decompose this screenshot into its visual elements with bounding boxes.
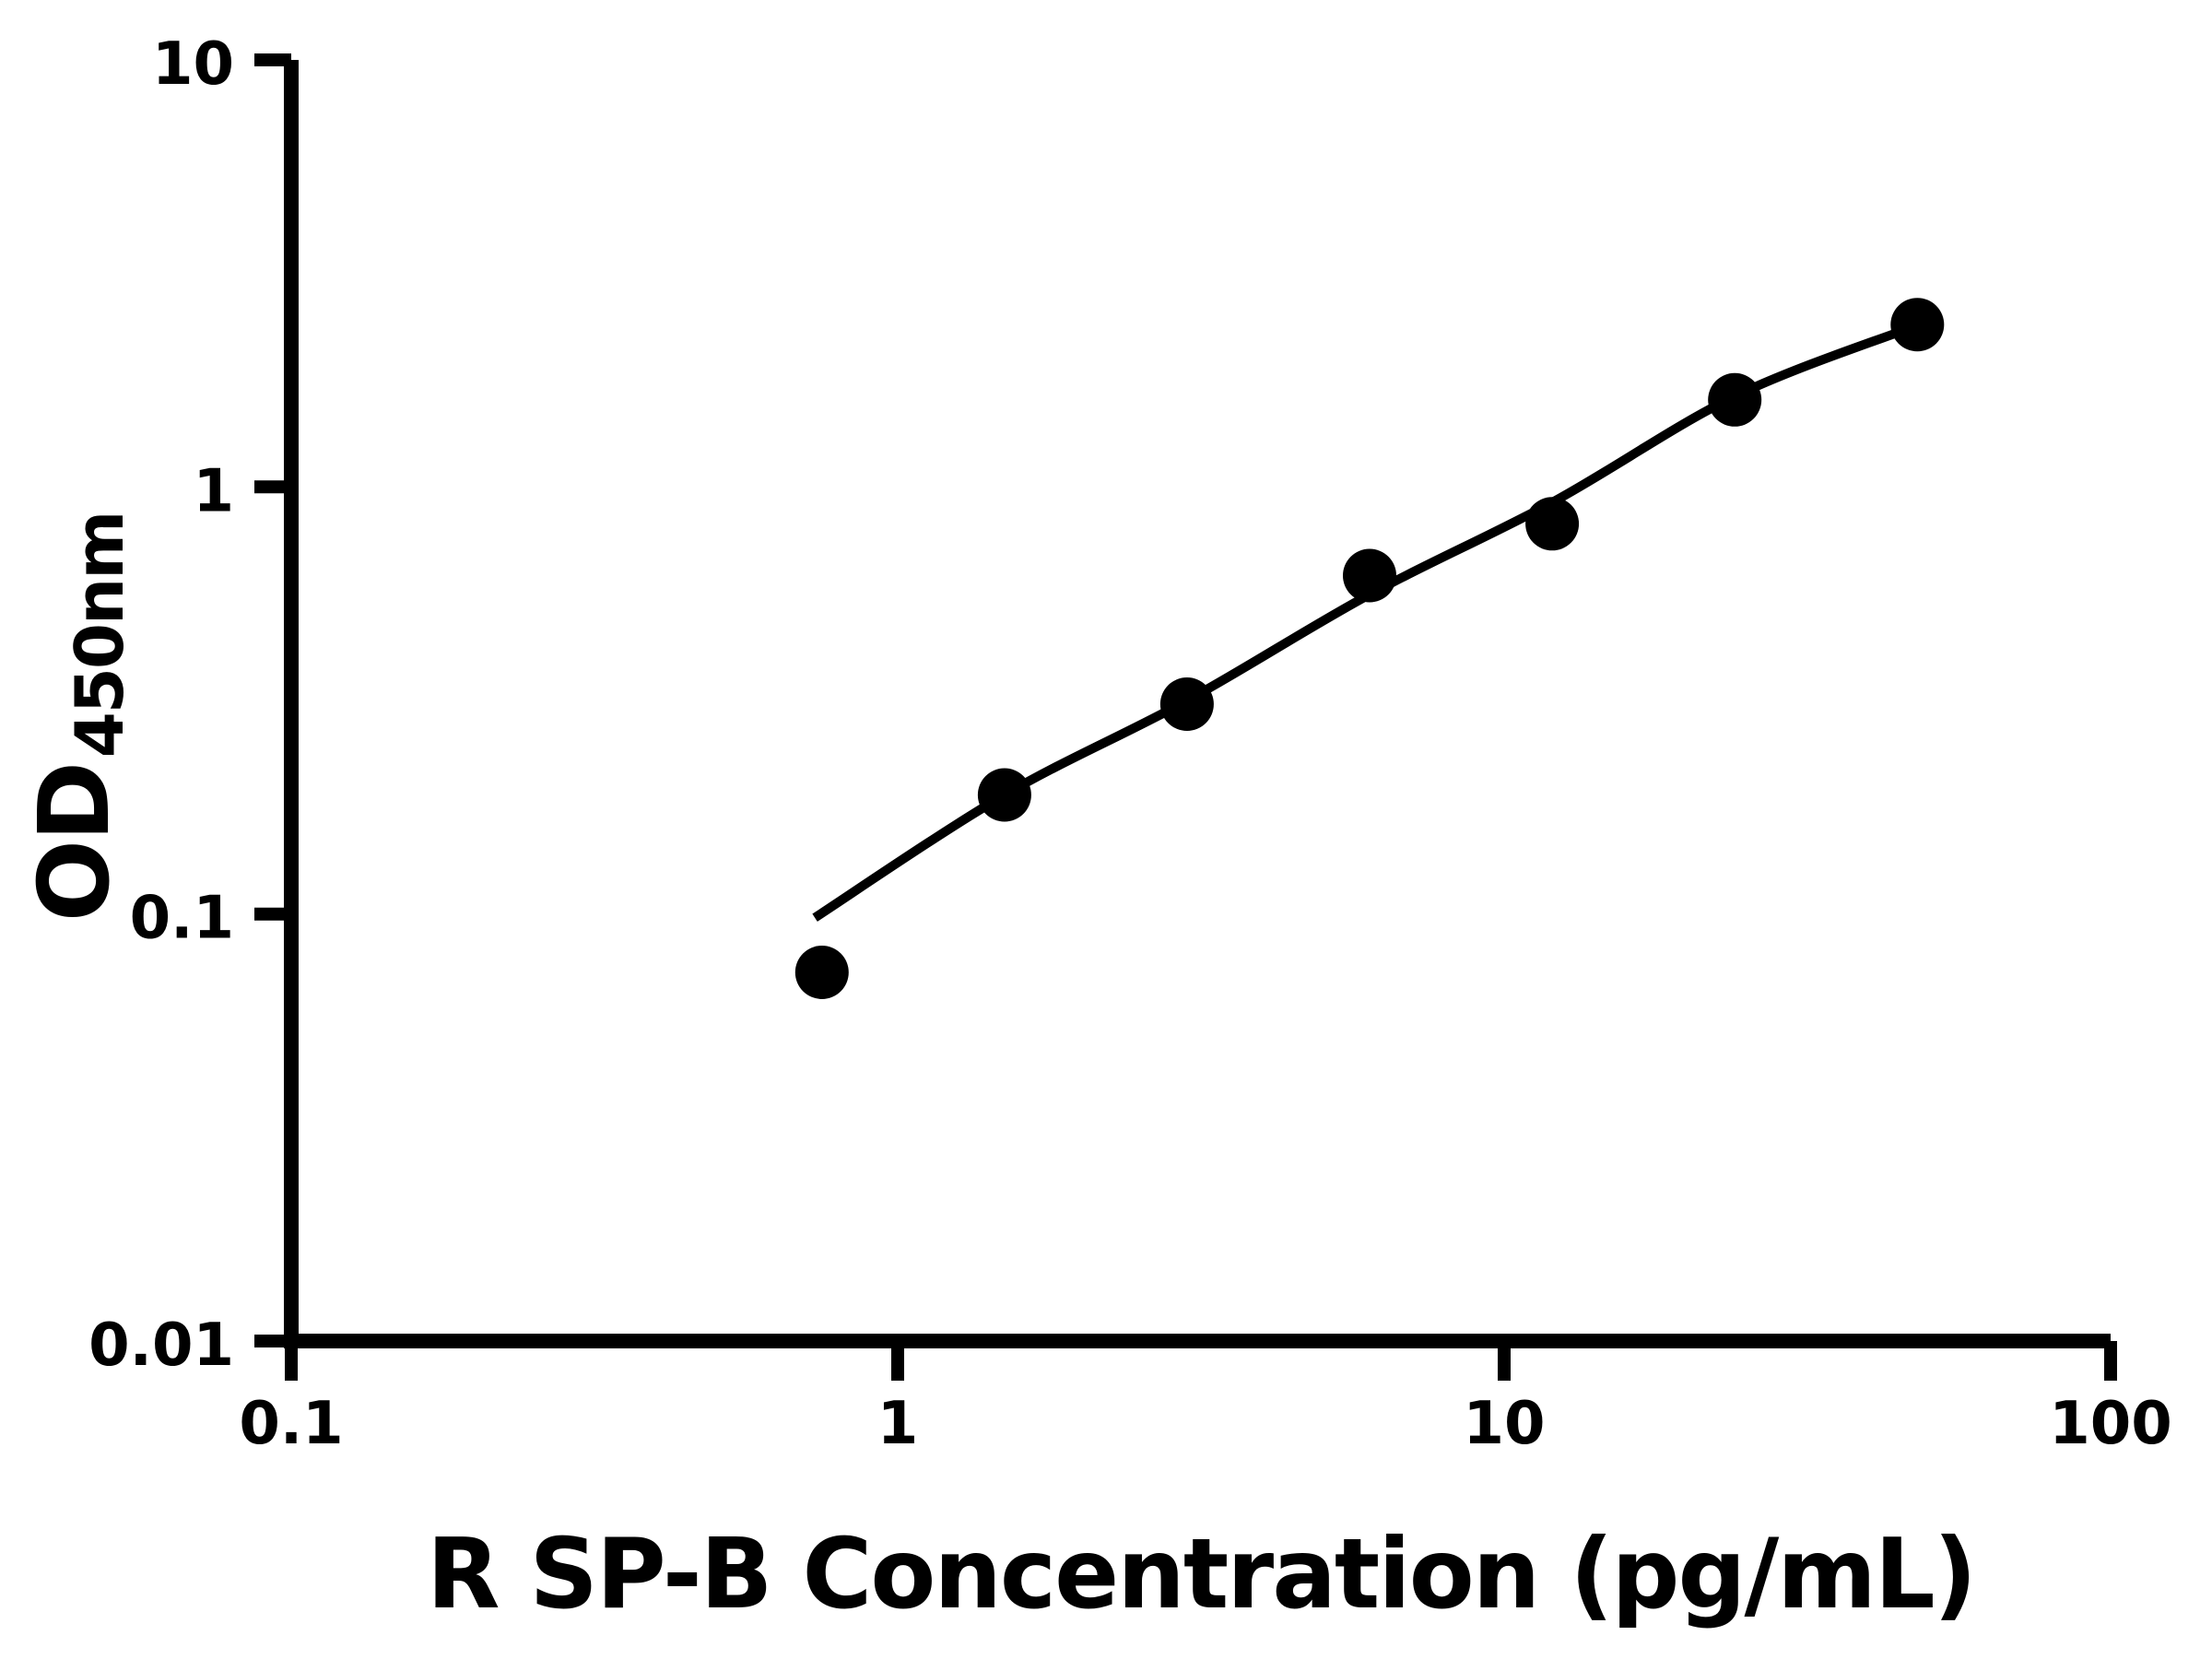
data-point	[1343, 548, 1396, 603]
data-point	[794, 946, 849, 999]
data-point	[1890, 298, 1945, 352]
x-tick-label: 100	[2049, 1390, 2172, 1458]
x-tick-label: 0.1	[239, 1390, 343, 1458]
y-tick-label: 0.1	[130, 885, 234, 953]
y-axis-title: OD 450nm	[18, 512, 138, 923]
x-axis-title: R SP-B Concentration (pg/mL)	[427, 1518, 1975, 1630]
data-point	[1708, 372, 1762, 427]
data-point	[977, 768, 1031, 822]
data-point	[1525, 497, 1580, 551]
y-axis-title-main: OD	[18, 763, 131, 922]
y-tick-label: 1	[193, 457, 234, 525]
y-axis-title-subscript: 450nm	[61, 512, 138, 759]
x-tick-label: 1	[877, 1390, 919, 1458]
y-tick-label: 0.01	[88, 1312, 234, 1380]
data-point	[1159, 677, 1214, 731]
x-tick-label: 10	[1463, 1390, 1545, 1458]
y-tick-label: 10	[152, 30, 234, 99]
